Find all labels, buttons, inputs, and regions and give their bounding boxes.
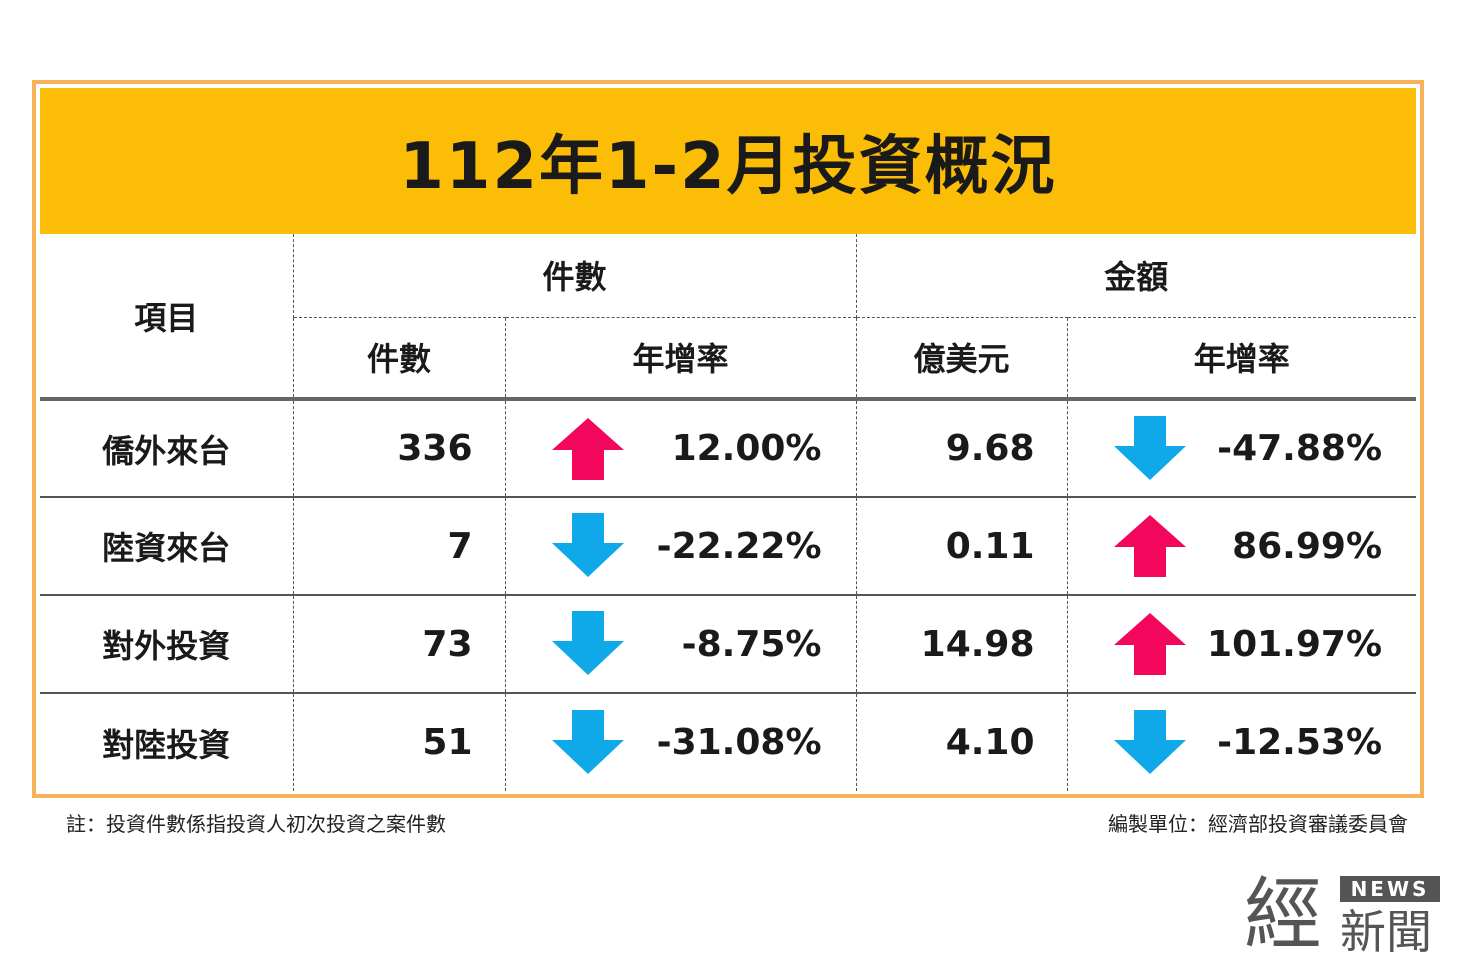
amount-rate-cell: -12.53% xyxy=(1066,693,1417,791)
amount-rate-value: -47.88% xyxy=(1217,428,1383,469)
count-rate-value: -22.22% xyxy=(656,525,822,567)
amount-value: 9.68 xyxy=(855,399,1068,497)
header-count: 件數 xyxy=(292,316,505,399)
report-frame: 112年1-2月投資概況 項目 件數 金額 件數 年增率 億美元 年增率 僑外來… xyxy=(32,80,1424,798)
count-rate-cell: 12.00% xyxy=(504,399,857,497)
header-group-count: 件數 xyxy=(292,234,857,317)
table-body: 僑外來台 336 12.00% 9.68 -47.88% 陸資來台 7 -22.22% 0.11… xyxy=(40,399,1417,791)
arrow-down-icon xyxy=(551,709,626,776)
title-bar: 112年1-2月投資概況 xyxy=(40,88,1416,234)
count-rate-value: -8.75% xyxy=(681,623,822,665)
amount-value: 14.98 xyxy=(855,595,1068,693)
table-row: 對外投資 73 -8.75% 14.98 101.97% xyxy=(40,595,1417,693)
header-group-amount: 金額 xyxy=(855,234,1417,317)
amount-rate-cell: 101.97% xyxy=(1066,595,1417,693)
logo-main-char: 經 xyxy=(1244,870,1323,960)
header-count-rate: 年增率 xyxy=(504,316,857,399)
amount-rate-cell: 86.99% xyxy=(1066,497,1417,595)
news-logo: 經 NEWS 新聞 xyxy=(1244,870,1442,960)
investment-table: 項目 件數 金額 件數 年增率 億美元 年增率 僑外來台 336 12.00% 9.6… xyxy=(40,234,1417,791)
count-value: 336 xyxy=(292,399,505,497)
arrow-down-icon xyxy=(551,513,626,579)
header-row-1: 項目 件數 金額 xyxy=(40,234,1417,337)
count-rate-cell: -8.75% xyxy=(504,595,857,693)
amount-rate-value: 86.99% xyxy=(1232,525,1383,567)
table-row: 對陸投資 51 -31.08% 4.10 -12.53% xyxy=(40,693,1417,791)
header-amount-rate: 年增率 xyxy=(1066,316,1417,399)
arrow-down-icon xyxy=(1113,709,1188,776)
table-row: 僑外來台 336 12.00% 9.68 -47.88% xyxy=(40,399,1417,497)
count-value: 51 xyxy=(292,693,505,791)
header-item: 項目 xyxy=(134,298,199,337)
compiler-note: 編製單位：經濟部投資審議委員會 xyxy=(1108,812,1408,836)
logo-news-badge: NEWS xyxy=(1340,876,1440,902)
amount-value: 4.10 xyxy=(855,693,1068,791)
amount-rate-value: -12.53% xyxy=(1217,722,1383,763)
amount-rate-value: 101.97% xyxy=(1207,623,1383,665)
count-rate-value: -31.08% xyxy=(656,722,822,763)
page-title: 112年1-2月投資概況 xyxy=(399,130,1057,204)
arrow-down-icon xyxy=(551,611,626,677)
count-rate-cell: -22.22% xyxy=(504,497,857,595)
arrow-down-icon xyxy=(1113,415,1188,482)
row-label: 陸資來台 xyxy=(102,529,231,567)
arrow-up-icon xyxy=(551,416,626,482)
row-label: 僑外來台 xyxy=(102,431,231,470)
header-row-2: 件數 年增率 億美元 年增率 xyxy=(40,316,1417,399)
count-value: 73 xyxy=(292,595,505,693)
table-row: 陸資來台 7 -22.22% 0.11 86.99% xyxy=(40,497,1417,595)
arrow-up-icon xyxy=(1113,513,1188,579)
row-label: 對陸投資 xyxy=(102,725,231,764)
amount-rate-cell: -47.88% xyxy=(1066,399,1417,497)
count-value: 7 xyxy=(292,497,505,595)
row-label: 對外投資 xyxy=(102,627,231,665)
amount-value: 0.11 xyxy=(855,497,1068,595)
logo-sub-text: 新聞 xyxy=(1340,905,1432,959)
header-amount: 億美元 xyxy=(855,316,1068,399)
count-rate-cell: -31.08% xyxy=(504,693,857,791)
count-rate-value: 12.00% xyxy=(671,428,822,469)
footnote: 註：投資件數係指投資人初次投資之案件數 xyxy=(66,812,446,836)
arrow-up-icon xyxy=(1113,611,1188,677)
